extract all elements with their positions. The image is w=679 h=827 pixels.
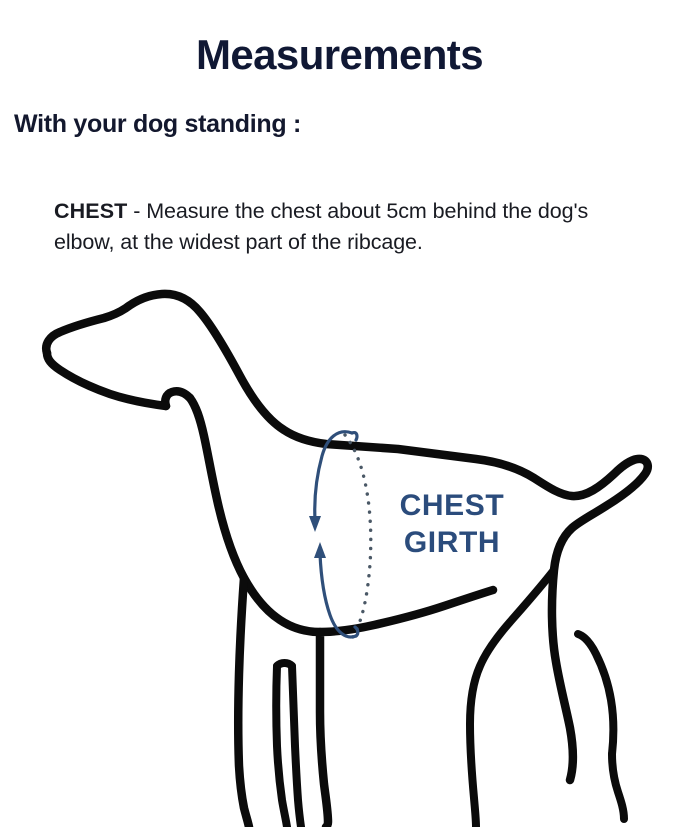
dog-front-leg-far-inner xyxy=(288,662,305,827)
girth-band-solid-arc-top-wrap xyxy=(350,430,359,442)
dog-front-leg-far xyxy=(272,662,291,827)
chest-girth-label: CHEST GIRTH xyxy=(372,487,532,561)
dog-muzzle-underline xyxy=(42,348,171,411)
girth-band-dotted-arc xyxy=(343,433,373,640)
section-subtitle: With your dog standing : xyxy=(14,109,301,138)
girth-band-solid-arc-bottom-wrap xyxy=(353,625,360,638)
chest-girth-label-line-2: GIRTH xyxy=(403,526,501,559)
girth-arrow-down xyxy=(309,516,321,532)
dog-body-outline xyxy=(42,289,652,785)
girth-band-solid-arc-lower xyxy=(318,552,358,639)
instruction-text: Measure the chest about 5cm behind the d… xyxy=(54,198,589,254)
instruction-separator: - xyxy=(127,198,147,223)
dog-front-chest-line xyxy=(185,393,325,637)
instruction-lead-term: CHEST xyxy=(54,198,128,223)
dog-throat-notch xyxy=(161,387,195,411)
dog-hind-leg-near xyxy=(466,566,558,827)
dog-belly-and-foreleg xyxy=(315,585,498,827)
girth-band-solid-arc-upper xyxy=(313,430,354,522)
dog-measurement-diagram xyxy=(0,288,679,827)
page-title: Measurements xyxy=(196,31,484,79)
dog-front-leg-near xyxy=(234,573,254,827)
girth-arrow-up xyxy=(314,542,326,558)
chest-instruction-paragraph: CHEST - Measure the chest about 5cm behi… xyxy=(54,196,654,258)
chest-girth-label-line-1: CHEST xyxy=(399,489,505,522)
dog-hind-paw-far xyxy=(608,750,628,823)
dog-hind-leg-far xyxy=(574,630,618,758)
dog-front-leg-far-top xyxy=(273,659,296,670)
